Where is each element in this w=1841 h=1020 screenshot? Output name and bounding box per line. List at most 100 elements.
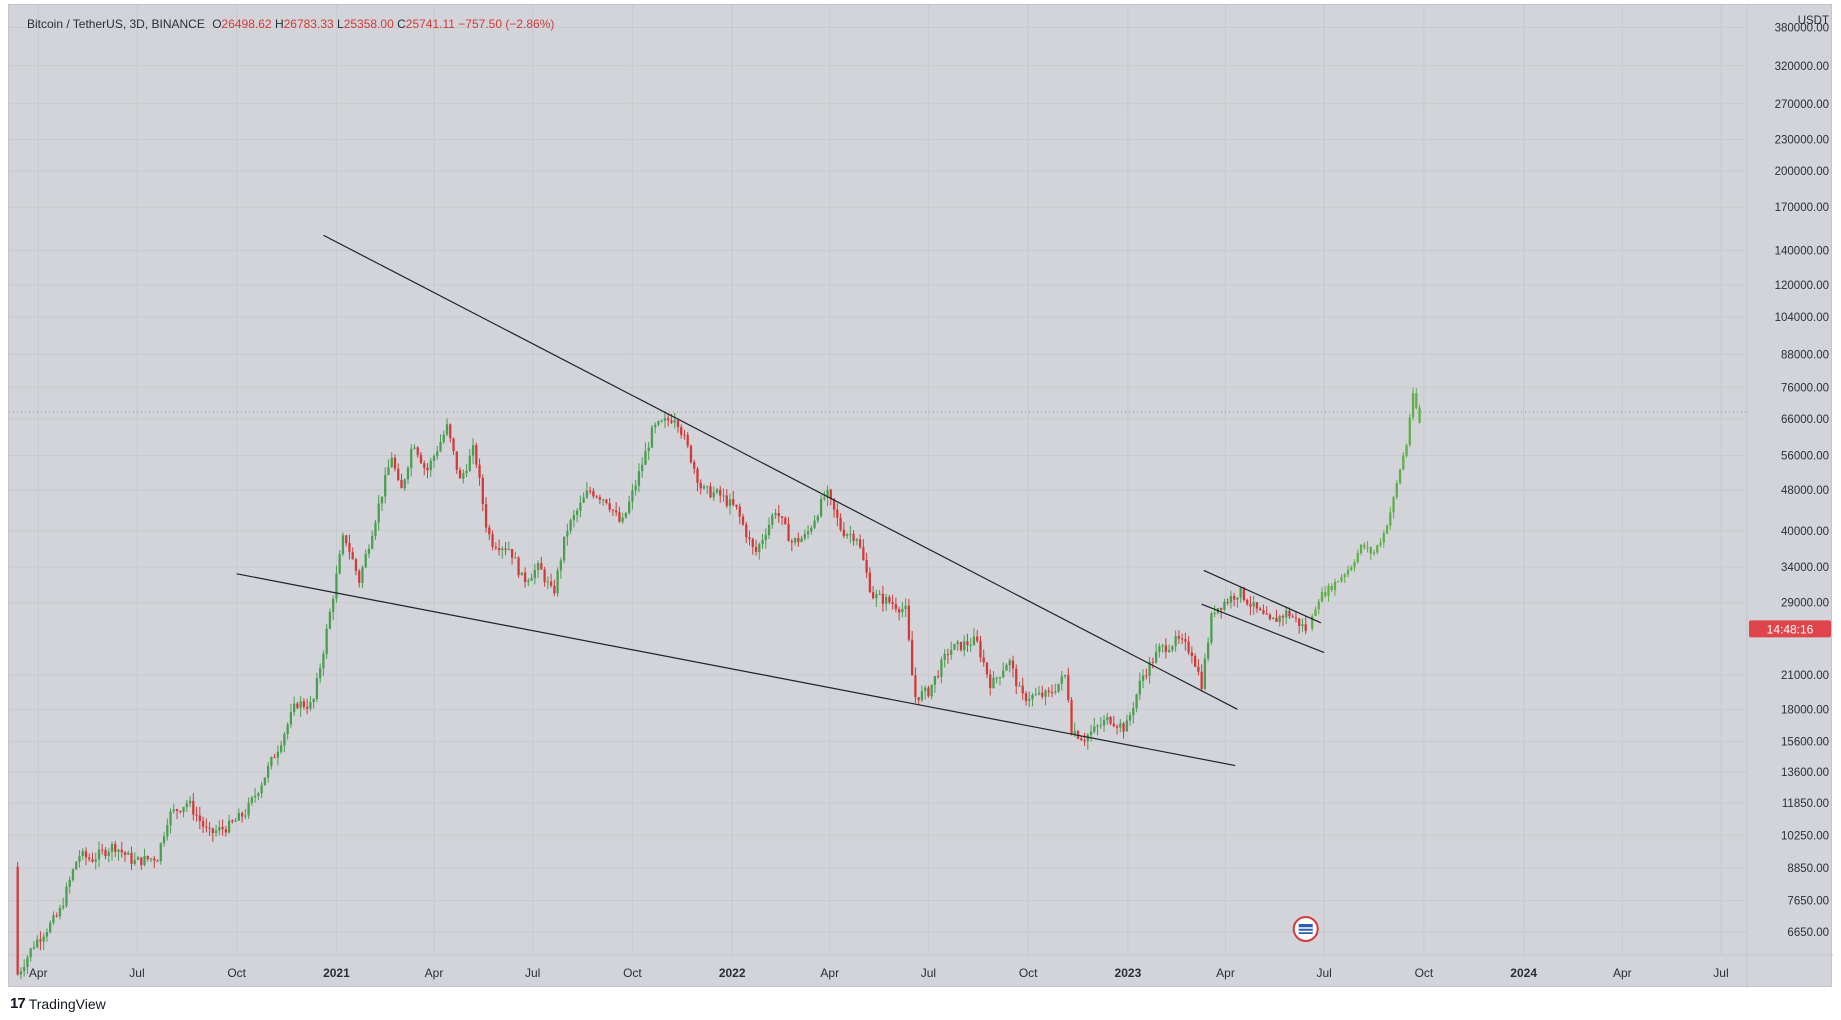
candle-body (761, 540, 764, 545)
projection-candle (1376, 544, 1379, 555)
candle (849, 525, 852, 544)
candle (351, 547, 354, 560)
candle (309, 695, 312, 712)
candle (628, 495, 631, 515)
candle-body (878, 593, 881, 595)
candle (767, 517, 771, 540)
candle (520, 572, 523, 576)
candle-body (299, 701, 302, 709)
candle (595, 494, 598, 499)
candle-body (224, 829, 227, 833)
trendline-3 (1203, 569, 1322, 624)
candle-body (237, 813, 240, 821)
tradingview-footer[interactable]: 17 TradingView (10, 995, 106, 1012)
candle-body (445, 424, 449, 435)
candle-body (247, 802, 250, 816)
candle-body (790, 541, 793, 543)
candle-body (829, 489, 832, 499)
candle-body (205, 826, 208, 828)
candle-body (943, 653, 946, 660)
candle-body (575, 510, 579, 515)
candle-body (1343, 574, 1346, 578)
candle-body (110, 844, 114, 852)
candle-body (1291, 616, 1294, 618)
candle-body (1252, 602, 1255, 607)
x-tick-label: Jul (1316, 966, 1331, 980)
candle (205, 818, 208, 833)
candle-body (520, 572, 523, 576)
candle-body (585, 490, 589, 498)
candle-body (1005, 665, 1008, 671)
candle-body (728, 499, 732, 506)
open-value: 26498.62 (221, 17, 272, 31)
candle (253, 787, 257, 803)
candle (52, 911, 55, 925)
candle-body (214, 830, 218, 834)
candle-body (719, 489, 722, 496)
candle-body (455, 451, 458, 470)
candle-body (432, 456, 436, 461)
candle (1220, 607, 1223, 619)
candle-body (1154, 651, 1158, 663)
candle-body (1389, 512, 1392, 526)
candle-body (306, 706, 309, 709)
candle-body (549, 581, 553, 586)
candle-body (1093, 726, 1096, 732)
candle-body (71, 869, 75, 880)
candle-body (84, 851, 88, 858)
candle (585, 482, 589, 499)
candle-body (1298, 618, 1301, 626)
last-price-badge-bg (1749, 620, 1831, 638)
candle (348, 534, 351, 560)
chart-frame[interactable]: 380000.00 320000.00 270000.00 230000.00 2000… (8, 4, 1833, 988)
high-label: H (274, 17, 284, 31)
candle (1154, 643, 1158, 664)
candle (1272, 617, 1275, 620)
candle-body (32, 947, 36, 949)
candle-body (1164, 645, 1167, 652)
candle-body (1379, 542, 1382, 546)
candle (950, 641, 953, 660)
candle-body (1330, 585, 1333, 591)
candle (647, 441, 650, 460)
candle (1008, 658, 1011, 673)
candle (1063, 674, 1067, 679)
candle-body (667, 418, 670, 421)
candle-body (49, 922, 52, 933)
candle (88, 853, 91, 862)
candle (764, 528, 767, 549)
candle (1067, 667, 1070, 703)
candle (956, 639, 959, 651)
high-value: 26783.33 (283, 17, 334, 31)
candle-body (745, 524, 748, 538)
candle (839, 513, 842, 532)
candle (306, 698, 309, 715)
candle (410, 444, 413, 477)
candle (748, 530, 751, 546)
candle-body (953, 643, 956, 650)
candle (1171, 645, 1174, 653)
candle-body (546, 581, 549, 583)
candle-body (1405, 445, 1408, 456)
candle-body (192, 800, 195, 815)
candle (497, 539, 501, 556)
candle-body (253, 795, 257, 798)
projection-candle (1311, 613, 1314, 632)
candle (1190, 646, 1194, 664)
candle (527, 578, 530, 587)
candle-body (410, 448, 413, 468)
candle (166, 818, 169, 841)
candle (719, 485, 722, 503)
candle (62, 897, 65, 911)
candle-body (810, 527, 813, 532)
y-tick-label: 34000.00 (1781, 562, 1829, 574)
candle (481, 474, 484, 512)
candle (725, 489, 728, 509)
candle-body (1350, 567, 1353, 571)
candle (101, 843, 104, 855)
candle (97, 841, 101, 868)
chart-svg[interactable]: 380000.00 320000.00 270000.00 230000.00 2000… (9, 5, 1833, 988)
candle (634, 479, 637, 496)
candle-body (1327, 585, 1330, 596)
candle-body (839, 517, 842, 530)
